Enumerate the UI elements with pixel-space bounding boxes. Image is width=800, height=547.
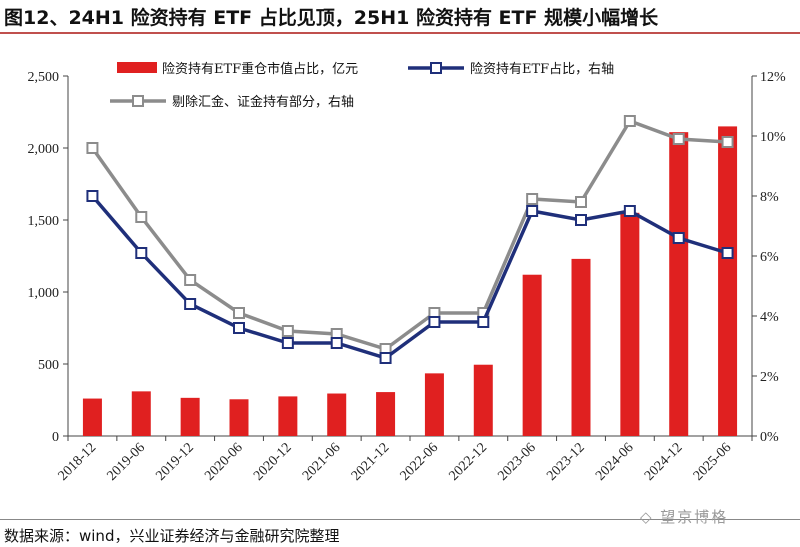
line-series bbox=[86, 115, 734, 364]
line-marker bbox=[233, 307, 245, 319]
x-tick-label: 2022-06 bbox=[398, 440, 442, 484]
left-tick-label: 2,000 bbox=[28, 142, 60, 157]
line-marker bbox=[672, 133, 685, 145]
line-marker bbox=[526, 205, 539, 217]
bar bbox=[82, 398, 102, 436]
line-marker bbox=[428, 316, 441, 328]
legend-label-line: 险资持有ETF占比，右轴 bbox=[470, 62, 614, 77]
right-tick-label: 6% bbox=[760, 250, 779, 265]
right-tick-label: 10% bbox=[760, 130, 786, 145]
line-marker bbox=[575, 196, 587, 208]
x-tick-label: 2021-06 bbox=[300, 440, 344, 484]
legend-swatch-marker bbox=[132, 95, 144, 107]
bar bbox=[522, 274, 542, 436]
line-marker bbox=[184, 274, 197, 286]
data-source: 数据来源：wind，兴业证券经济与金融研究院整理 bbox=[4, 527, 340, 545]
line-marker bbox=[721, 136, 734, 148]
watermark: ◇ 望京博格 bbox=[640, 508, 729, 526]
line-marker bbox=[623, 205, 636, 217]
bar bbox=[473, 364, 493, 436]
footer-divider bbox=[0, 519, 800, 520]
line-marker bbox=[281, 337, 294, 349]
x-tick-label: 2024-12 bbox=[642, 440, 686, 484]
etf-share-line bbox=[91, 194, 729, 360]
right-tick-label: 4% bbox=[760, 310, 779, 325]
bar bbox=[131, 391, 151, 436]
legend: 险资持有ETF重仓市值占比，亿元 险资持有ETF占比，右轴剔除汇金、证金持有部分，… bbox=[110, 61, 614, 110]
line-marker bbox=[184, 298, 197, 310]
line-marker bbox=[477, 316, 490, 328]
x-tick-label: 2025-06 bbox=[691, 440, 735, 484]
legend-swatch-marker bbox=[430, 62, 442, 74]
line-marker bbox=[233, 322, 245, 334]
line-marker bbox=[135, 247, 148, 259]
line-marker bbox=[526, 193, 539, 205]
x-tick-label: 2019-06 bbox=[105, 440, 149, 484]
left-tick-label: 500 bbox=[38, 358, 59, 373]
line-marker bbox=[281, 325, 294, 337]
bar-series bbox=[82, 126, 738, 437]
left-tick-label: 1,500 bbox=[28, 214, 60, 229]
legend-swatch-bar bbox=[117, 62, 157, 73]
x-tick-label: 2020-12 bbox=[251, 440, 295, 484]
right-tick-label: 8% bbox=[760, 190, 779, 205]
bar bbox=[327, 393, 347, 436]
left-tick-label: 1,000 bbox=[28, 286, 60, 301]
x-tick-label: 2020-06 bbox=[202, 440, 246, 484]
bar bbox=[571, 258, 591, 436]
bar bbox=[229, 399, 249, 436]
bar bbox=[376, 392, 396, 436]
x-tick-label: 2024-06 bbox=[593, 440, 637, 484]
x-tick-label: 2021-12 bbox=[349, 440, 393, 484]
line-marker bbox=[672, 232, 685, 244]
x-tick-label: 2018-12 bbox=[56, 440, 100, 484]
line-marker bbox=[330, 337, 343, 349]
x-tick-label: 2022-12 bbox=[447, 440, 491, 484]
x-tick-label: 2019-12 bbox=[153, 440, 197, 484]
bar bbox=[180, 397, 200, 436]
legend-label-bar: 险资持有ETF重仓市值占比，亿元 bbox=[162, 61, 358, 77]
line-marker bbox=[721, 247, 734, 259]
right-tick-label: 0% bbox=[760, 430, 779, 445]
title-bar: 图12、24H1 险资持有 ETF 占比见顶，25H1 险资持有 ETF 规模小… bbox=[0, 0, 800, 34]
left-tick-label: 0 bbox=[52, 430, 59, 445]
bar bbox=[424, 373, 444, 436]
left-tick-label: 2,500 bbox=[28, 70, 60, 85]
line-marker bbox=[86, 142, 99, 154]
chart-title: 图12、24H1 险资持有 ETF 占比见顶，25H1 险资持有 ETF 规模小… bbox=[4, 7, 659, 29]
line-marker bbox=[86, 190, 99, 202]
legend-label-line: 剔除汇金、证金持有部分，右轴 bbox=[172, 94, 354, 110]
line-marker bbox=[379, 352, 392, 364]
right-tick-label: 2% bbox=[760, 370, 779, 385]
line-marker bbox=[575, 214, 587, 226]
bar bbox=[669, 132, 689, 436]
x-tick-label: 2023-06 bbox=[495, 440, 539, 484]
bar bbox=[278, 396, 298, 436]
x-tick-label: 2023-12 bbox=[544, 440, 588, 484]
excl-huijin-line bbox=[91, 118, 728, 351]
bar bbox=[620, 212, 640, 436]
right-tick-label: 12% bbox=[760, 70, 786, 85]
line-marker bbox=[135, 211, 148, 223]
line-marker bbox=[623, 115, 636, 127]
bar bbox=[718, 126, 738, 437]
